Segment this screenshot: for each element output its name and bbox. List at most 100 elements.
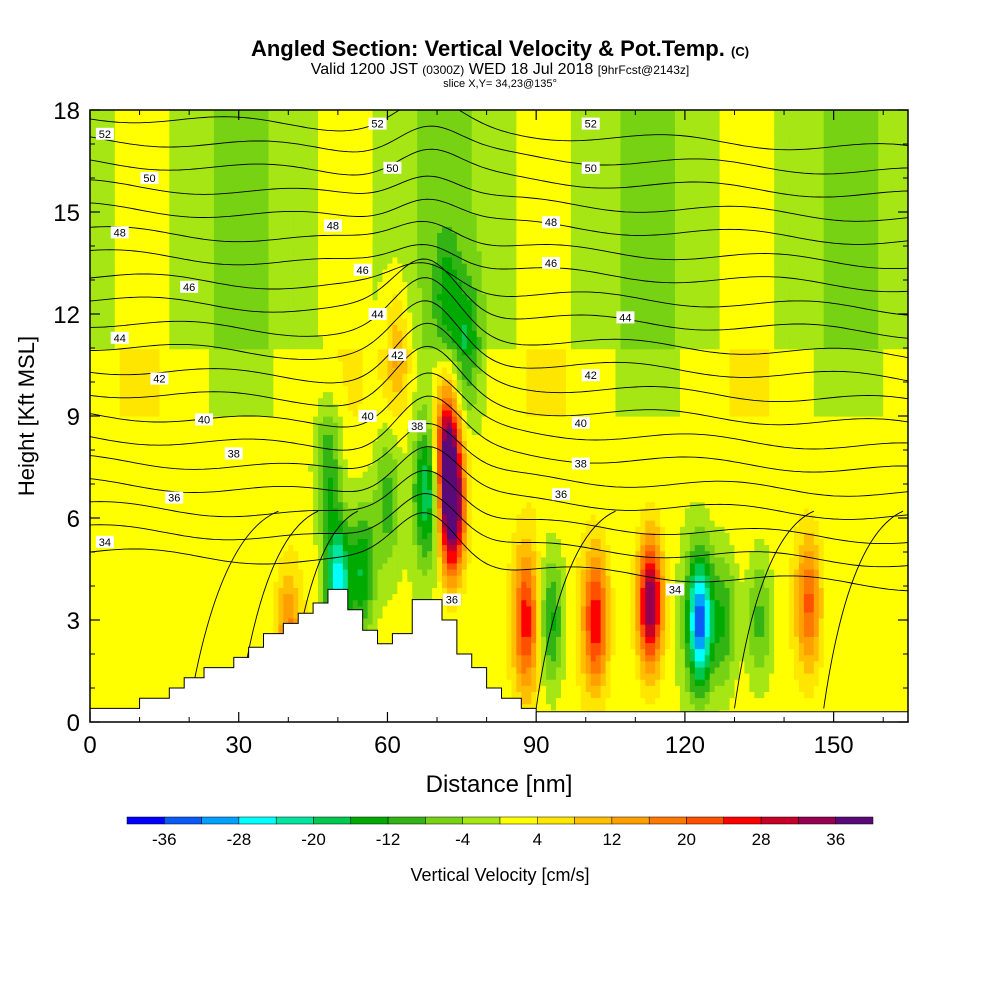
velocity-cell [238, 477, 245, 484]
velocity-cell [104, 324, 111, 331]
velocity-cell [278, 403, 284, 411]
velocity-cell [313, 507, 319, 515]
velocity-cell [199, 250, 205, 258]
velocity-cell [293, 513, 299, 521]
velocity-cell [94, 526, 101, 533]
velocity-cell [154, 434, 161, 442]
velocity-cell [278, 452, 284, 460]
velocity-cell [243, 471, 250, 478]
velocity-cell [184, 269, 190, 276]
velocity-cell [268, 520, 275, 527]
velocity-cell [248, 379, 255, 386]
velocity-cell [204, 110, 210, 117]
velocity-cell [223, 171, 230, 178]
velocity-cell [144, 685, 151, 692]
velocity-cell [268, 507, 275, 515]
velocity-cell [179, 458, 185, 466]
velocity-cell [179, 207, 185, 215]
velocity-cell [169, 152, 175, 160]
velocity-cell [169, 158, 175, 166]
velocity-cell [248, 201, 255, 209]
velocity-cell [273, 146, 279, 154]
velocity-cell [258, 195, 265, 203]
velocity-cell [90, 593, 96, 601]
velocity-cell [263, 165, 270, 172]
velocity-cell [134, 703, 141, 711]
velocity-cell [218, 452, 225, 460]
velocity-cell [318, 305, 324, 313]
velocity-cell [273, 201, 279, 209]
velocity-cell [258, 391, 265, 399]
velocity-cell [238, 110, 245, 117]
velocity-cell [233, 397, 240, 405]
velocity-cell [218, 110, 225, 117]
velocity-cell [149, 513, 156, 521]
velocity-cell [149, 520, 156, 527]
velocity-cell [208, 520, 215, 527]
velocity-cell [327, 250, 334, 258]
velocity-cell [228, 226, 235, 233]
velocity-cell [243, 532, 250, 539]
velocity-cell [149, 660, 156, 668]
velocity-cell [119, 214, 126, 221]
velocity-cell [179, 403, 185, 411]
velocity-cell [199, 440, 205, 448]
velocity-cell [263, 330, 270, 338]
velocity-cell [323, 336, 329, 344]
velocity-cell [174, 360, 180, 368]
velocity-cell [243, 293, 250, 301]
velocity-cell [119, 507, 126, 515]
velocity-cell [263, 617, 270, 625]
velocity-cell [119, 342, 126, 350]
velocity-cell [208, 550, 215, 558]
velocity-cell [243, 275, 250, 282]
velocity-cell [278, 140, 284, 148]
velocity-cell [204, 299, 210, 307]
velocity-cell [318, 183, 324, 191]
velocity-cell [288, 575, 294, 582]
velocity-cell [204, 556, 210, 564]
velocity-cell [273, 244, 279, 252]
velocity-cell [223, 520, 230, 527]
velocity-cell [194, 367, 200, 374]
velocity-cell [159, 569, 165, 576]
velocity-cell [149, 214, 156, 221]
velocity-cell [194, 256, 200, 264]
velocity-cell [114, 263, 121, 270]
velocity-cell [169, 330, 175, 338]
velocity-cell [124, 354, 131, 362]
velocity-cell [253, 318, 260, 325]
velocity-cell [327, 293, 334, 301]
velocity-cell [263, 605, 270, 613]
velocity-cell [204, 501, 210, 509]
velocity-cell [303, 152, 309, 160]
velocity-cell [154, 428, 161, 435]
velocity-cell [159, 201, 165, 209]
velocity-cell [204, 367, 210, 374]
velocity-cell [293, 226, 299, 233]
velocity-cell [243, 110, 250, 117]
velocity-cell [149, 226, 156, 233]
velocity-cell [278, 367, 284, 374]
velocity-cell [273, 373, 279, 380]
velocity-cell [208, 189, 215, 197]
velocity-cell [238, 354, 245, 362]
velocity-cell [124, 171, 131, 178]
velocity-cell [323, 477, 329, 484]
velocity-cell [223, 379, 230, 386]
velocity-cell [238, 171, 245, 178]
velocity-cell [189, 177, 195, 185]
velocity-cell [179, 587, 185, 595]
velocity-cell [308, 214, 314, 221]
velocity-cell [164, 538, 170, 546]
velocity-cell [213, 318, 220, 325]
velocity-cell [268, 110, 275, 117]
velocity-cell [194, 660, 200, 668]
velocity-cell [169, 538, 175, 546]
velocity-cell [258, 122, 265, 129]
velocity-cell [149, 324, 156, 331]
velocity-cell [144, 214, 151, 221]
velocity-cell [268, 416, 275, 423]
velocity-cell [223, 581, 230, 588]
velocity-cell [129, 287, 136, 295]
